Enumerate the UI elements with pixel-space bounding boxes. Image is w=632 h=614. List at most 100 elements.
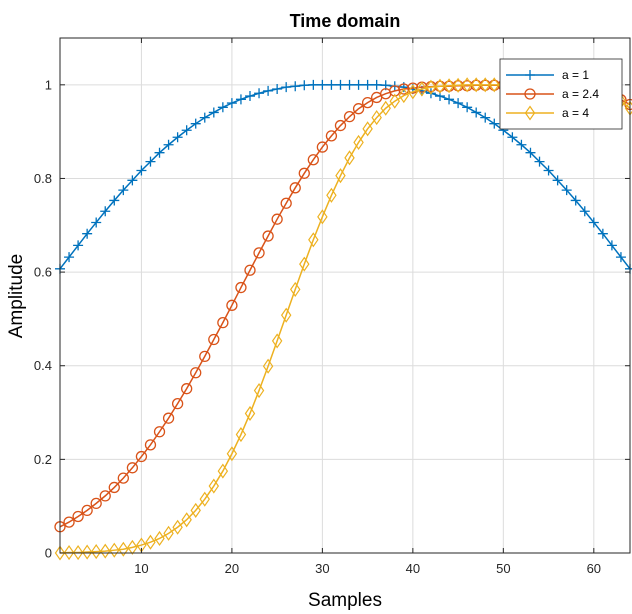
data-point	[73, 240, 84, 251]
data-point	[235, 281, 247, 294]
legend-marker	[524, 88, 536, 100]
data-point	[199, 112, 210, 123]
x-tick-label: 20	[225, 561, 239, 576]
data-point	[326, 187, 337, 203]
data-point	[480, 77, 491, 93]
data-point	[126, 462, 139, 474]
data-point	[570, 195, 581, 206]
data-point	[262, 230, 274, 242]
data-point	[172, 519, 183, 535]
data-point	[579, 206, 590, 217]
data-point	[127, 175, 138, 186]
y-tick-label: 0.4	[34, 358, 52, 373]
data-point	[290, 281, 301, 297]
data-point	[217, 317, 229, 329]
data-point	[217, 102, 228, 113]
data-point	[335, 79, 346, 90]
data-point	[145, 534, 156, 550]
data-point	[480, 112, 491, 123]
plot-frame	[59, 37, 631, 554]
data-point	[489, 118, 500, 129]
data-point	[525, 147, 536, 158]
data-point	[407, 84, 419, 100]
data-point	[72, 510, 84, 523]
data-point	[217, 463, 229, 479]
data-point	[416, 81, 428, 97]
data-point	[235, 426, 247, 443]
data-point	[398, 88, 410, 104]
data-point	[109, 195, 120, 206]
data-point	[452, 77, 464, 93]
data-point	[335, 168, 346, 184]
data-point	[153, 426, 166, 438]
legend-label: a = 4	[562, 106, 589, 120]
data-point	[371, 79, 382, 90]
data-point	[280, 197, 292, 209]
data-point	[154, 530, 165, 547]
data-point	[434, 78, 446, 94]
data-point	[136, 165, 147, 176]
data-point	[163, 525, 174, 541]
data-point	[380, 100, 391, 116]
y-tick-label: 1	[45, 77, 52, 92]
y-axis-label: Amplitude	[6, 254, 27, 339]
data-point	[543, 165, 554, 176]
data-point	[461, 77, 473, 93]
data-point	[245, 91, 255, 102]
data-point	[534, 156, 545, 167]
data-point	[208, 333, 220, 346]
data-point	[90, 497, 102, 510]
data-point	[289, 182, 301, 194]
x-tick-label: 60	[587, 561, 601, 576]
data-point	[281, 82, 292, 93]
legend-label: a = 1	[562, 68, 589, 82]
data-point	[615, 252, 626, 263]
data-point	[244, 264, 256, 276]
data-point	[317, 209, 328, 225]
data-point	[163, 139, 174, 150]
y-tick-label: 0.2	[34, 452, 52, 467]
data-point	[190, 118, 201, 129]
y-tick-label: 0.6	[34, 265, 52, 280]
data-point	[109, 542, 120, 558]
data-point	[118, 185, 129, 196]
data-point	[344, 79, 355, 90]
data-point	[145, 156, 156, 167]
data-point	[326, 79, 337, 90]
data-point	[244, 405, 256, 422]
data-point	[308, 79, 319, 90]
data-point	[117, 472, 129, 484]
legend-item: a = 2.4	[506, 87, 599, 101]
data-point	[127, 539, 138, 555]
x-tick-label: 30	[315, 561, 329, 576]
data-point	[100, 543, 111, 559]
data-point	[171, 397, 184, 410]
data-point	[561, 185, 572, 196]
legend-label: a = 2.4	[562, 87, 599, 101]
data-point	[271, 333, 283, 349]
data-point	[181, 383, 193, 395]
data-point	[507, 132, 518, 143]
data-point	[199, 350, 211, 363]
legend-item: a = 1	[506, 68, 589, 82]
chart-title: Time domain	[290, 11, 401, 31]
data-point	[588, 217, 599, 228]
legend-marker	[524, 105, 536, 121]
data-point	[299, 256, 310, 272]
x-tick-label: 10	[134, 561, 148, 576]
data-point	[362, 79, 373, 90]
data-point	[262, 358, 274, 374]
data-point	[280, 307, 292, 323]
data-point	[353, 79, 364, 90]
data-point	[190, 367, 202, 379]
data-point	[344, 150, 355, 166]
data-point	[253, 382, 265, 399]
data-point	[100, 206, 111, 217]
data-point	[470, 77, 482, 93]
data-point	[162, 412, 175, 424]
axis-ticks: 10 20 30 40 50 60 0 0.2 0.4 0.6 0.8 1	[34, 38, 630, 576]
data-point	[272, 84, 283, 95]
data-point	[353, 134, 364, 150]
data-point	[298, 167, 310, 179]
data-point	[190, 502, 201, 518]
